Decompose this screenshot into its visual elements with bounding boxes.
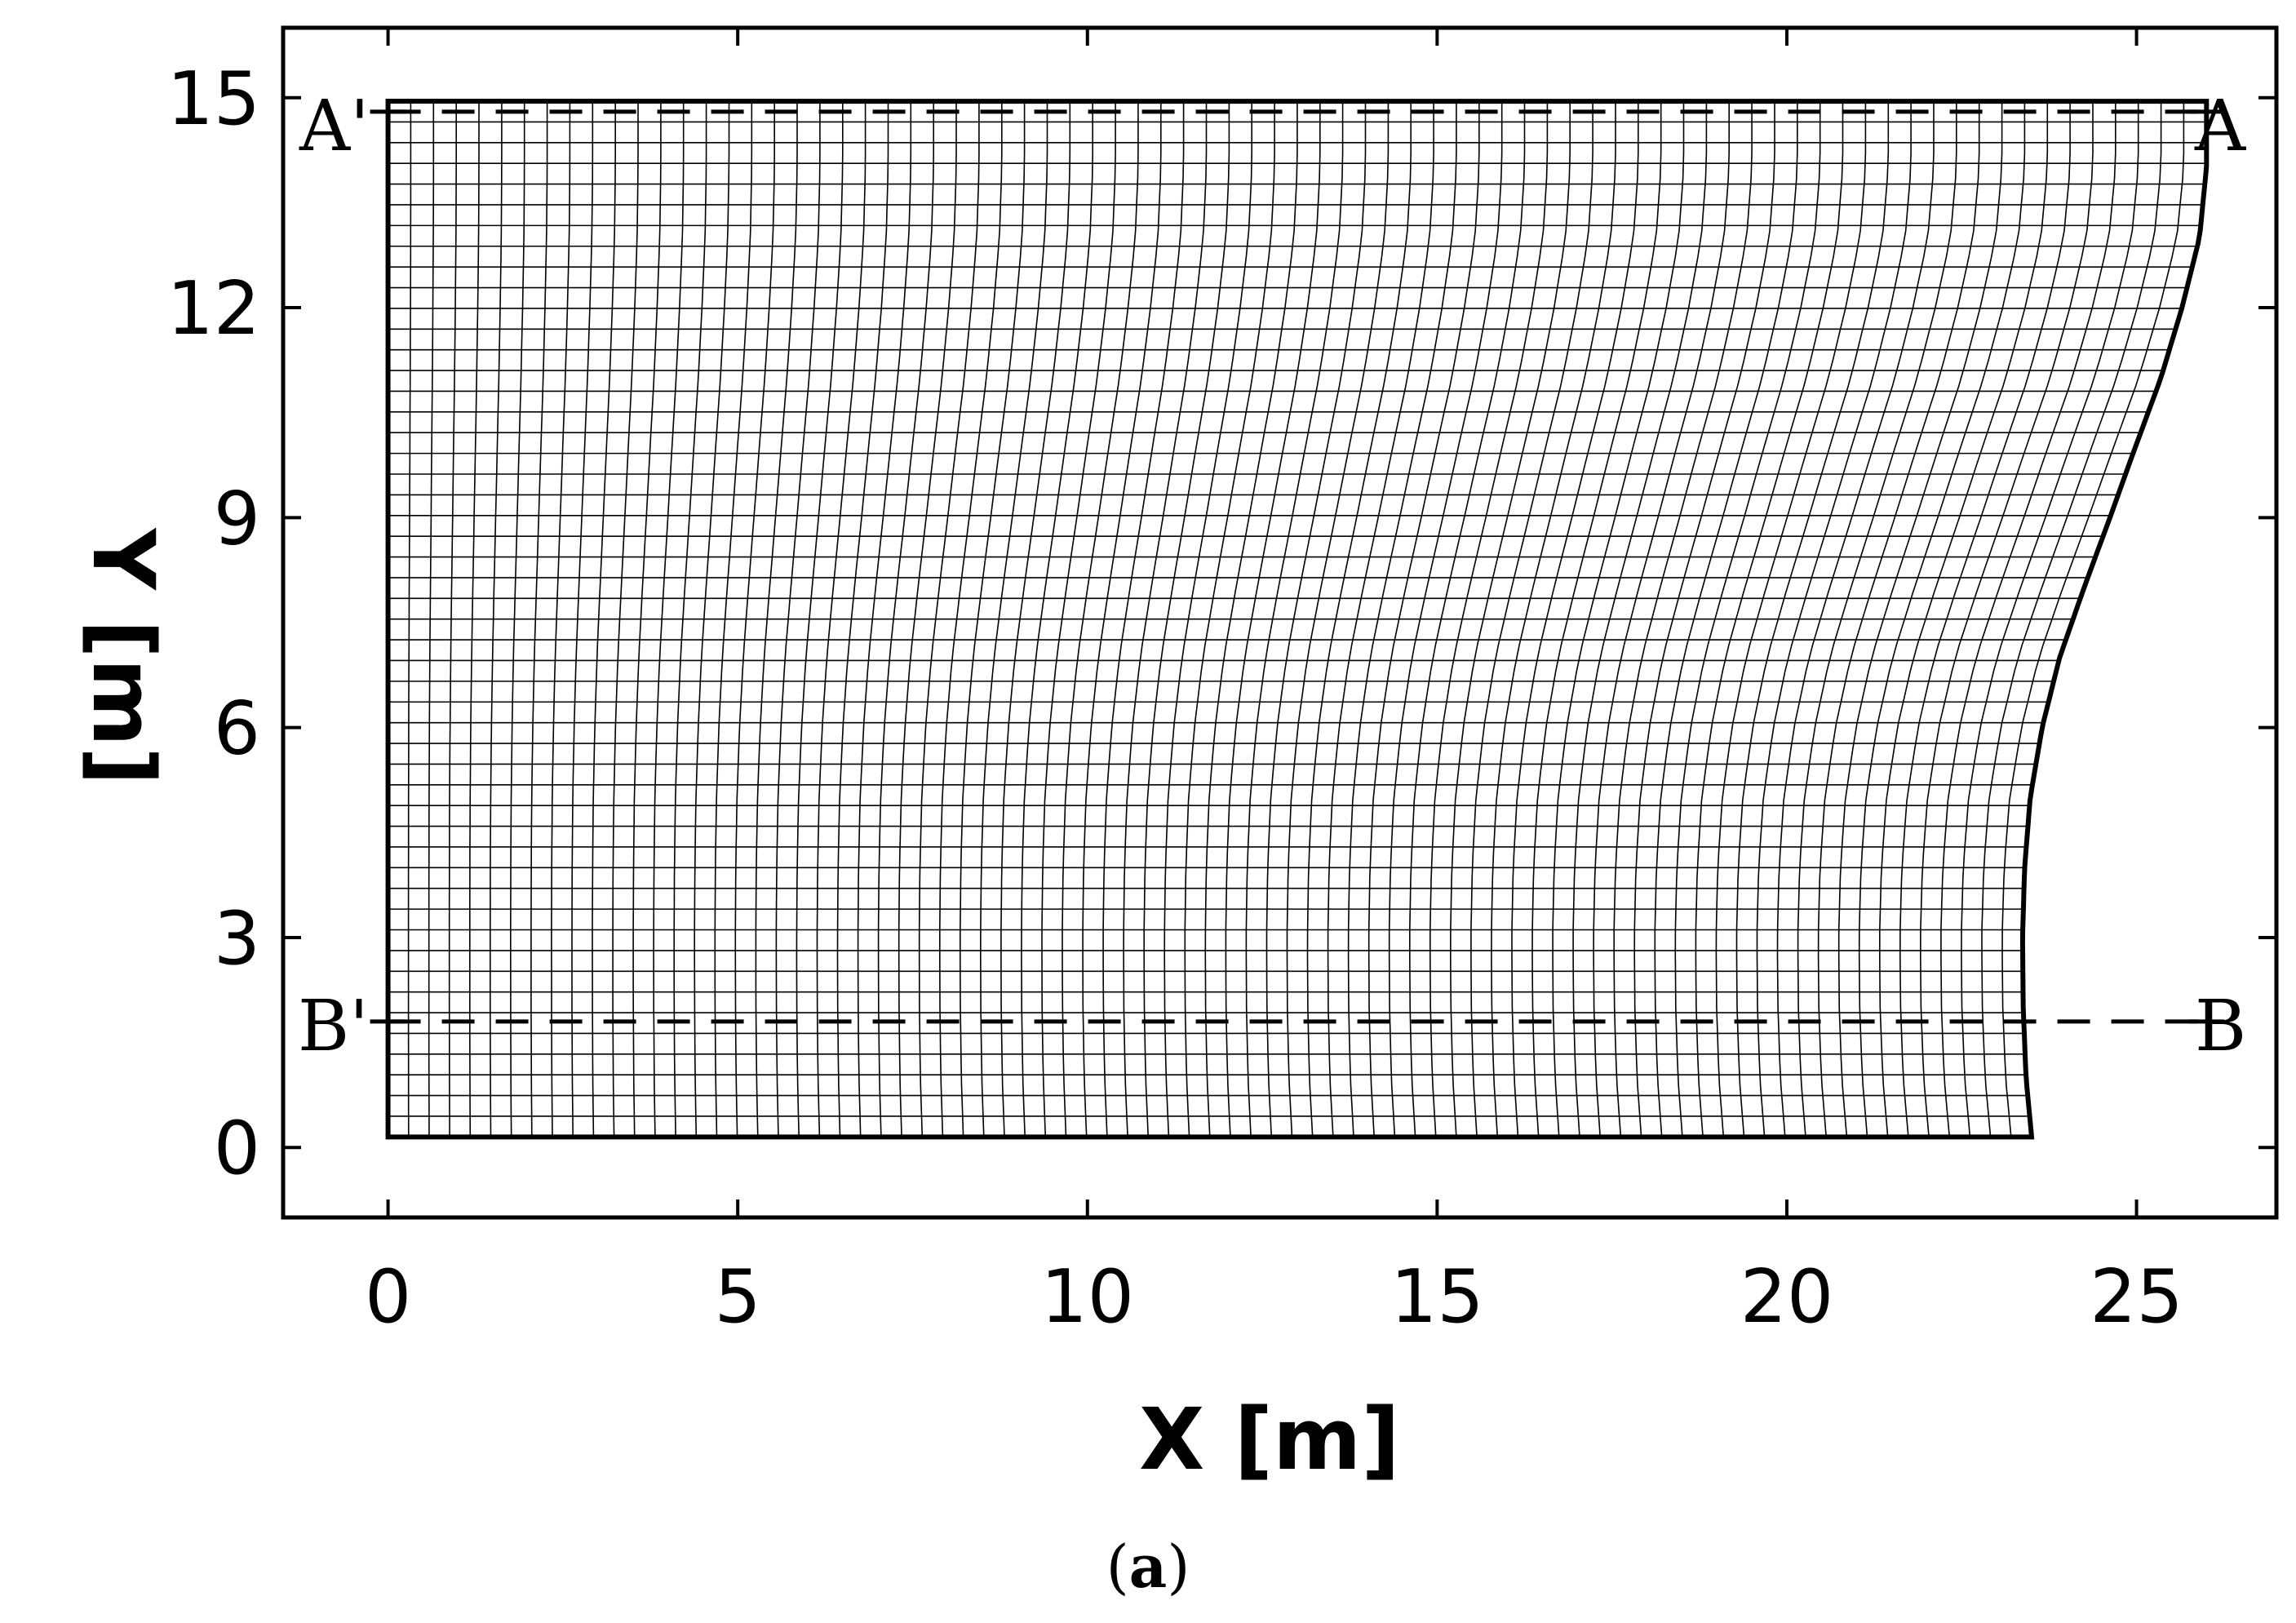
panel-label: (a) xyxy=(1106,1532,1190,1601)
x-axis-title: X [m] xyxy=(1139,1390,1400,1489)
section-a-left-label: A' xyxy=(299,86,370,167)
y-tick-labels: 0 3 6 9 12 15 xyxy=(166,56,260,1191)
section-b-left-label: B' xyxy=(298,986,369,1067)
x-tick-label: 0 xyxy=(365,1254,411,1340)
x-tick-label: 10 xyxy=(1041,1254,1135,1340)
axis-ticks xyxy=(283,28,2276,1217)
x-tick-label: 25 xyxy=(2090,1254,2183,1340)
mesh-outline xyxy=(385,99,2210,1140)
y-tick-label: 9 xyxy=(214,476,260,561)
section-a-right-label: A xyxy=(2194,86,2246,167)
y-tick-label: 0 xyxy=(214,1106,260,1191)
x-tick-label: 5 xyxy=(715,1254,761,1340)
y-tick-label: 3 xyxy=(214,896,260,982)
x-tick-label: 20 xyxy=(1740,1254,1834,1340)
x-tick-label: 15 xyxy=(1390,1254,1484,1340)
section-lines xyxy=(370,109,2225,1024)
y-tick-label: 15 xyxy=(166,56,260,142)
panel-label-letter: a xyxy=(1129,1532,1168,1601)
y-axis-title: Y [m] xyxy=(73,527,173,786)
axes-frame xyxy=(281,25,2279,1220)
mesh xyxy=(387,100,2208,1138)
x-tick-labels: 0 5 10 15 20 25 xyxy=(365,1254,2183,1340)
y-tick-label: 12 xyxy=(166,266,260,352)
section-b-right-label: B xyxy=(2195,986,2246,1067)
panel-label-close: ) xyxy=(1167,1532,1190,1601)
y-tick-label: 6 xyxy=(214,686,260,772)
mesh-boundary xyxy=(385,99,2210,1140)
panel-label-open: ( xyxy=(1106,1532,1129,1601)
